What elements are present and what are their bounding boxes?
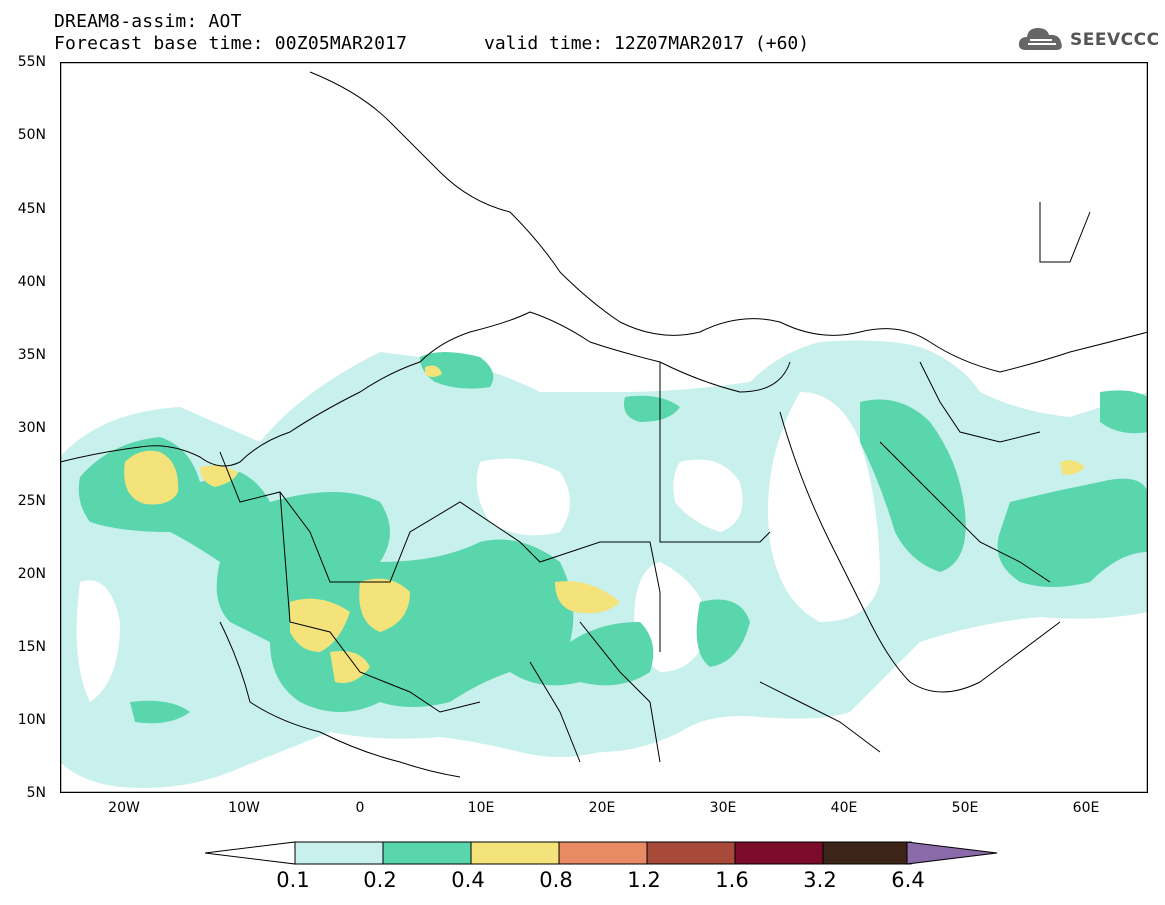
lat-tick-25n: 25N [17, 493, 46, 509]
lon-tick-20e: 20E [588, 800, 616, 816]
lat-tick-35n: 35N [17, 347, 46, 363]
colorbar-segment-0.4 [470, 841, 560, 865]
logo-text: SEEVCCC [1070, 30, 1160, 50]
coastlines-and-borders [60, 71, 1148, 778]
lat-tick-20n: 20N [17, 566, 46, 582]
colorbar-segment-3.2 [822, 841, 912, 865]
lon-tick-30e: 30E [709, 800, 737, 816]
lat-tick-15n: 15N [17, 639, 46, 655]
colorbar-label-0.8: 0.8 [539, 868, 573, 892]
lat-tick-55n: 55N [17, 54, 46, 70]
lon-tick-50e: 50E [951, 800, 979, 816]
colorbar-label-0.1: 0.1 [276, 868, 310, 892]
colorbar-label-1.6: 1.6 [715, 868, 749, 892]
colorbar-label-6.4: 6.4 [891, 868, 925, 892]
lat-tick-10n: 10N [17, 712, 46, 728]
colorbar-label-1.2: 1.2 [627, 868, 661, 892]
colorbar-label-0.4: 0.4 [451, 868, 485, 892]
forecast-base-time: Forecast base time: 00Z05MAR2017 [54, 33, 408, 54]
colorbar-over-arrow [906, 841, 998, 865]
colorbar-under-arrow [205, 841, 296, 865]
lon-tick-10w: 10W [228, 800, 260, 816]
lat-tick-30n: 30N [17, 420, 46, 436]
colorbar-segment-0.8 [558, 841, 648, 865]
lon-tick-0: 0 [355, 800, 365, 816]
lat-tick-45n: 45N [17, 201, 46, 217]
colorbar-label-0.2: 0.2 [363, 868, 397, 892]
colorbar-segment-0.2 [382, 841, 472, 865]
map-frame [60, 62, 1148, 793]
colorbar-label-3.2: 3.2 [803, 868, 837, 892]
lat-tick-40n: 40N [17, 274, 46, 290]
cloud-logo-icon [1018, 28, 1062, 50]
map-title: DREAM8-assim: AOT [54, 11, 242, 32]
seevccc-logo: SEEVCCC [1016, 22, 1159, 62]
colorbar-segment-1.2 [646, 841, 736, 865]
lat-tick-50n: 50N [17, 127, 46, 143]
colorbar-segment-1.6 [734, 841, 824, 865]
valid-time: valid time: 12Z07MAR2017 (+60) [484, 33, 810, 54]
aot-map [60, 62, 1148, 793]
aot-level-0.4 [124, 365, 1085, 683]
aot-level-0.2 [78, 352, 1148, 724]
aot-level-0.1-holes [76, 392, 880, 702]
lon-tick-40e: 40E [830, 800, 858, 816]
colorbar-segments [294, 841, 912, 865]
colorbar-segment-0.1 [294, 841, 384, 865]
lon-tick-20w: 20W [108, 800, 140, 816]
lon-tick-60e: 60E [1072, 800, 1100, 816]
colorbar [205, 841, 998, 865]
lat-tick-5n: 5N [26, 785, 46, 801]
lon-tick-10e: 10E [467, 800, 495, 816]
